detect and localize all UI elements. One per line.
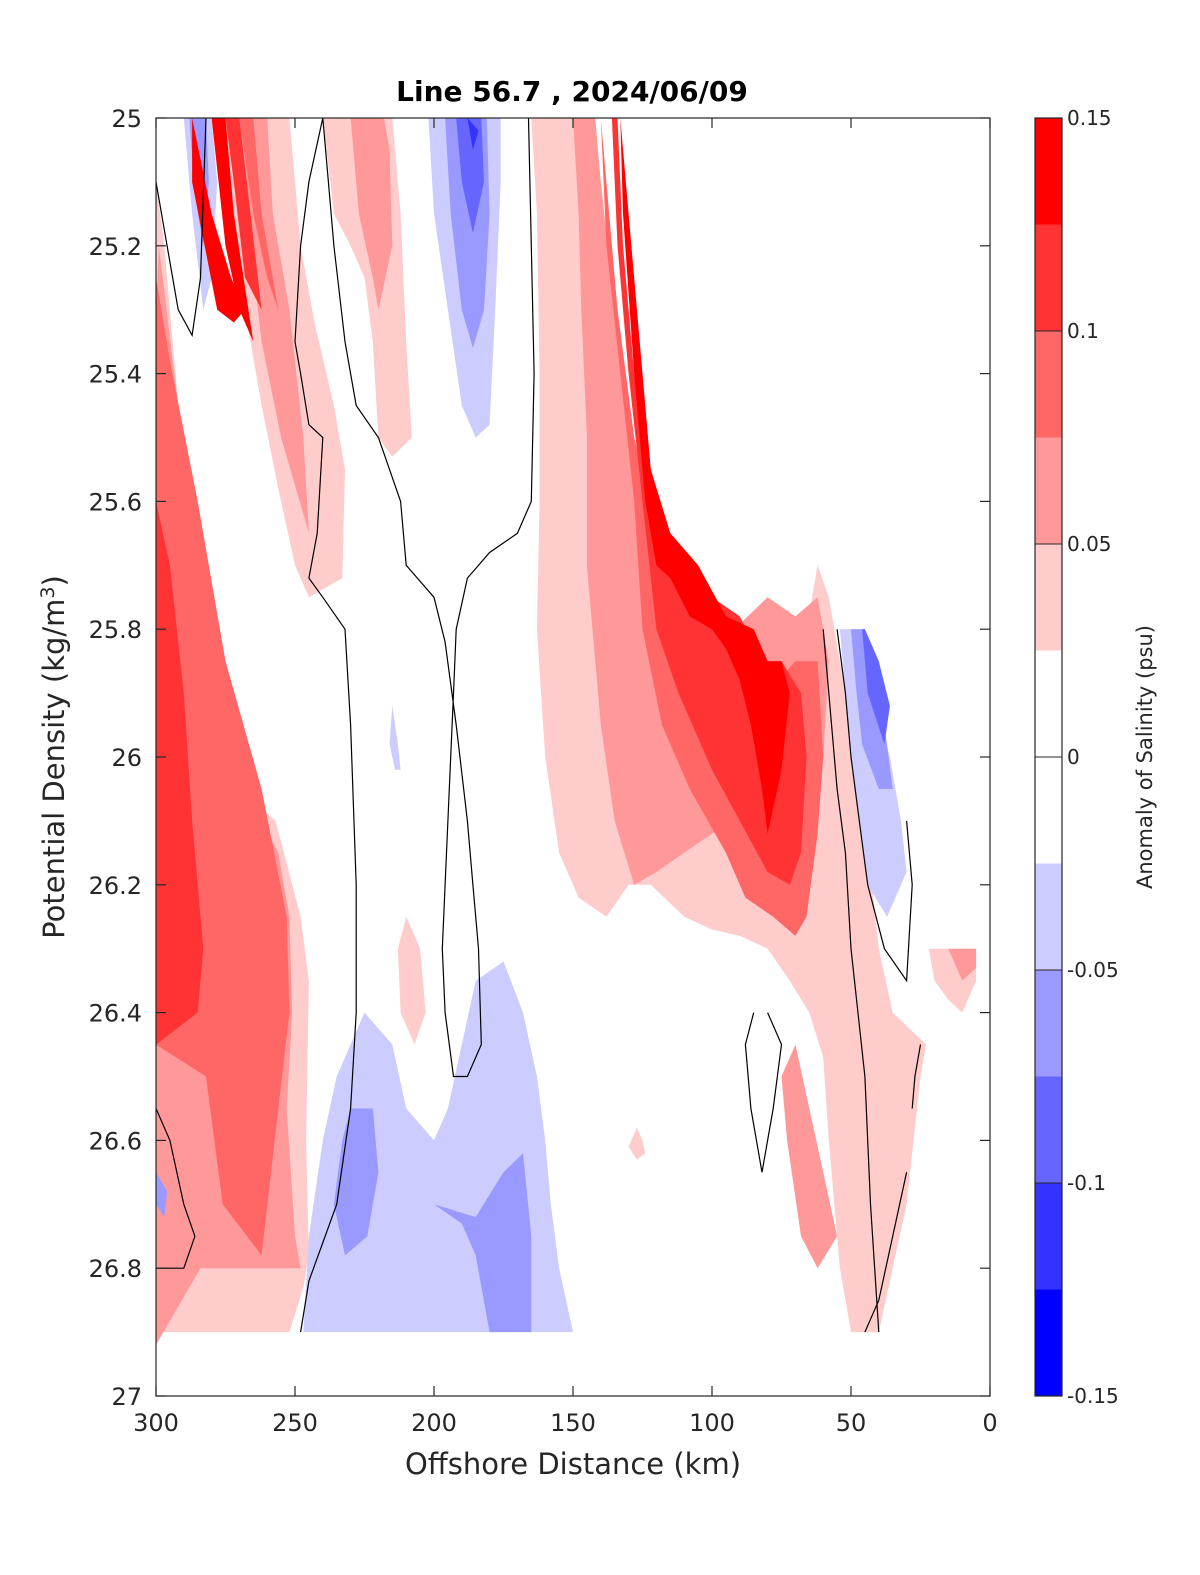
y-tick-label: 27 (111, 1383, 142, 1411)
contour-region (225, 118, 262, 310)
y-axis-label-main: Potential Density (kg/m (37, 599, 71, 939)
x-tick-label: 300 (133, 1409, 179, 1437)
chart-title: Line 56.7 , 2024/06/09 (396, 75, 748, 108)
colorbar-tick-label: 0 (1067, 745, 1080, 769)
colorbar-segment (1035, 544, 1062, 651)
x-tick-label: 150 (550, 1409, 596, 1437)
x-axis-label: Offshore Distance (km) (405, 1447, 741, 1481)
y-tick-label: 25 (111, 105, 142, 133)
colorbar-tick-label: -0.15 (1067, 1384, 1119, 1408)
colorbar-ticks: 0.15 0.1 0.05 0 -0.05 -0.1 -0.15 (1035, 106, 1119, 1408)
y-tick-label: 25.6 (89, 488, 142, 516)
zero-contour-line (864, 1172, 908, 1333)
contour-region (239, 118, 279, 310)
contour-region (211, 118, 254, 342)
contour-region (467, 118, 479, 150)
colorbar-tick-label: -0.1 (1067, 1171, 1106, 1195)
contour-region (781, 1044, 838, 1269)
colorbar-segment (1035, 970, 1062, 1077)
zero-contour-line (156, 118, 207, 338)
colorbar-segment (1035, 331, 1062, 438)
colorbar-label: Anomaly of Salinity (psu) (1133, 625, 1157, 889)
x-tick-label: 0 (982, 1409, 997, 1437)
contour-region (156, 1172, 168, 1218)
zero-contour-line (822, 629, 880, 1333)
y-tick-label: 26.4 (89, 1000, 142, 1028)
y-axis-ticks: 25 25.2 25.4 25.6 25.8 26 26.2 26.4 26.6 26.8 27 (89, 105, 990, 1411)
contour-region (620, 118, 790, 834)
colorbar-segment (1035, 1076, 1062, 1183)
contour-region (628, 1127, 646, 1160)
colorbar-tick-label: 0.15 (1067, 106, 1112, 130)
y-tick-label: 26.2 (89, 872, 142, 900)
contour-region (851, 629, 893, 789)
colorbar-segment (1035, 1183, 1062, 1290)
colorbar-segment (1035, 224, 1062, 331)
zero-contour-line (156, 1108, 196, 1269)
zero-contour-line (911, 1044, 922, 1109)
y-tick-label: 25.8 (89, 616, 142, 644)
contour-region (389, 705, 401, 770)
y-axis-label-close: ) (37, 575, 71, 586)
colorbar-segment (1035, 1289, 1062, 1396)
colorbar-tick-label: 0.05 (1067, 532, 1112, 556)
colorbar-segment (1035, 437, 1062, 544)
zero-contour-line (836, 629, 913, 983)
y-tick-label: 25.2 (89, 233, 142, 261)
colorbar-tick-label: 0.1 (1067, 319, 1099, 343)
x-tick-label: 50 (836, 1409, 867, 1437)
colorbar-segment (1035, 863, 1062, 970)
zero-contour-line (294, 118, 357, 1333)
contour-region (456, 118, 484, 233)
contour-region (350, 118, 393, 310)
x-tick-label: 200 (411, 1409, 457, 1437)
colorbar-segment (1035, 118, 1062, 225)
x-tick-label: 100 (689, 1409, 735, 1437)
x-axis-ticks: 300 250 200 150 100 50 0 (133, 118, 998, 1437)
y-tick-label: 26.8 (89, 1255, 142, 1283)
contour-region (434, 1153, 532, 1333)
x-tick-label: 250 (272, 1409, 318, 1437)
zero-contour-layer (156, 118, 922, 1333)
y-axis-label-superscript: 3 (37, 586, 59, 598)
colorbar-frame (1034, 117, 1063, 1397)
contour-region (156, 501, 204, 1045)
colorbar-tick-label: -0.05 (1067, 958, 1119, 982)
contour-region (862, 629, 890, 745)
contour-region (948, 948, 977, 981)
y-tick-label: 25.4 (89, 361, 142, 389)
contour-region (397, 916, 426, 1045)
y-tick-label: 26.6 (89, 1127, 142, 1155)
zero-contour-line (322, 118, 535, 1078)
y-tick-label: 26 (111, 744, 142, 772)
zero-contour-line (744, 1012, 783, 1173)
y-axis-label: Potential Density (kg/m3) (37, 575, 71, 939)
contour-fill-layer (156, 118, 977, 1345)
